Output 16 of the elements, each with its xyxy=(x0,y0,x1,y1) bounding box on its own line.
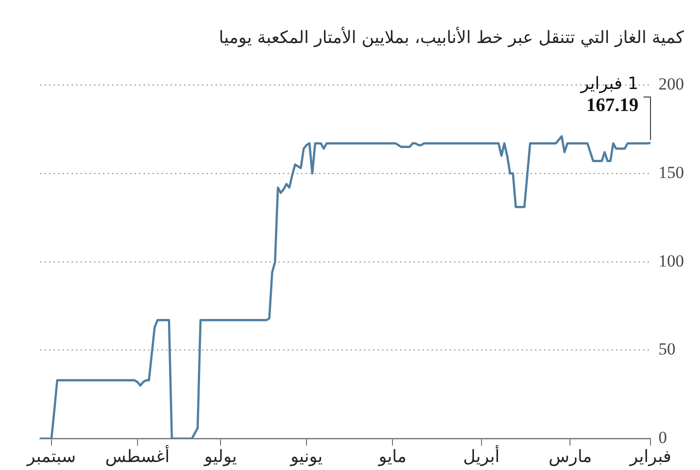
annotation: 167.19 xyxy=(586,95,638,116)
x-tick-label: فبراير xyxy=(628,447,672,468)
x-tick-label: يونيو xyxy=(289,447,323,468)
annotation: 1 فبراير xyxy=(580,74,638,94)
chart-title: كمية الغاز التي تتنقل عبر خط الأنابيب، بملايين الأمتار المكعبة يوميا xyxy=(218,28,684,48)
y-tick-label: 0 xyxy=(658,428,667,448)
y-tick-label: 200 xyxy=(658,74,684,94)
y-tick-label: 100 xyxy=(658,251,684,270)
y-tick-label: 150 xyxy=(658,162,684,182)
x-tick-label: مايو xyxy=(378,447,406,468)
x-tick-label: أغسطس xyxy=(105,445,170,468)
x-tick-label: أبريل xyxy=(463,445,500,468)
x-tick-label: سبتمبر xyxy=(26,447,76,468)
x-tick-label: يوليو xyxy=(203,447,238,468)
y-tick-label: 50 xyxy=(658,340,676,359)
x-tick-label: مارس xyxy=(548,447,592,468)
